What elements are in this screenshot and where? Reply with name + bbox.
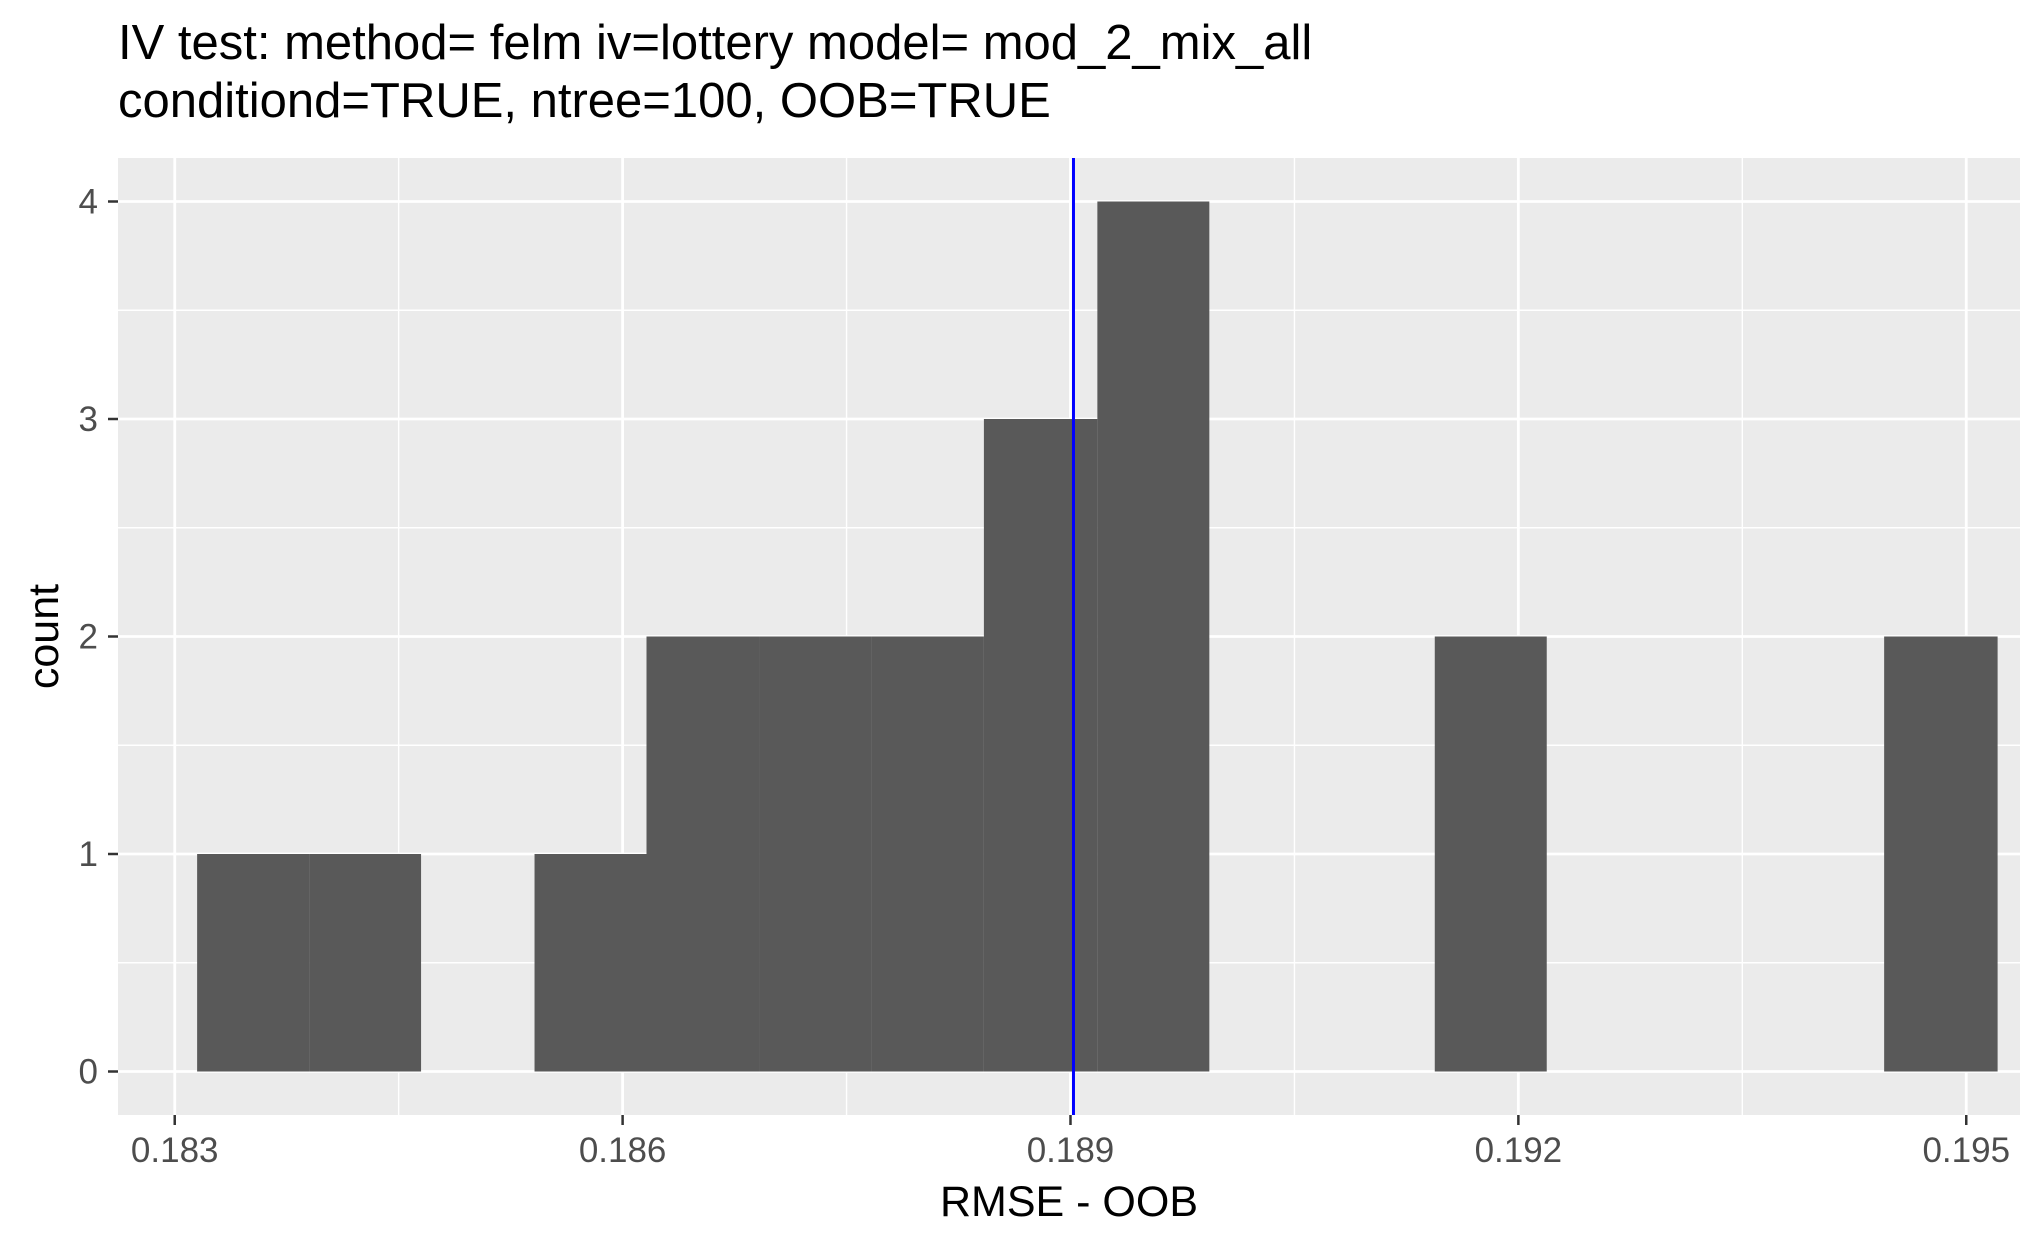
x-tick-label: 0.195 bbox=[1922, 1131, 2010, 1170]
y-axis-title: count bbox=[20, 584, 68, 689]
y-axis: 0 1 2 3 4 bbox=[79, 183, 118, 1092]
histogram-bar bbox=[759, 636, 872, 1072]
histogram-bar bbox=[871, 636, 984, 1072]
x-tick-label: 0.183 bbox=[131, 1131, 219, 1170]
histogram-bar bbox=[646, 636, 760, 1072]
x-axis: 0.183 0.186 0.189 0.192 0.195 bbox=[131, 1115, 2010, 1170]
chart-subtitle-line: conditiond=TRUE, ntree=100, OOB=TRUE bbox=[118, 74, 1051, 128]
histogram-bar bbox=[1434, 636, 1547, 1072]
histogram-bar bbox=[534, 854, 647, 1072]
y-tick-label: 1 bbox=[79, 835, 98, 874]
y-tick-label: 2 bbox=[79, 618, 98, 657]
x-axis-title: RMSE - OOB bbox=[940, 1178, 1198, 1226]
histogram-bar bbox=[309, 854, 422, 1072]
y-tick-label: 4 bbox=[79, 183, 98, 222]
histogram-bar bbox=[1884, 636, 1998, 1072]
histogram-bar bbox=[197, 854, 310, 1072]
x-tick-label: 0.186 bbox=[579, 1131, 667, 1170]
x-tick-label: 0.192 bbox=[1475, 1131, 1563, 1170]
histogram-bar bbox=[1097, 201, 1210, 1072]
chart-title: IV test: method= felm iv=lottery model= … bbox=[118, 14, 1312, 130]
y-tick-label: 3 bbox=[79, 400, 98, 439]
histogram-bars bbox=[197, 201, 1998, 1072]
chart-title-line: IV test: method= felm iv=lottery model= … bbox=[118, 16, 1313, 70]
x-tick-label: 0.189 bbox=[1027, 1131, 1115, 1170]
y-tick-label: 0 bbox=[79, 1053, 98, 1092]
histogram-bar bbox=[983, 419, 1098, 1072]
